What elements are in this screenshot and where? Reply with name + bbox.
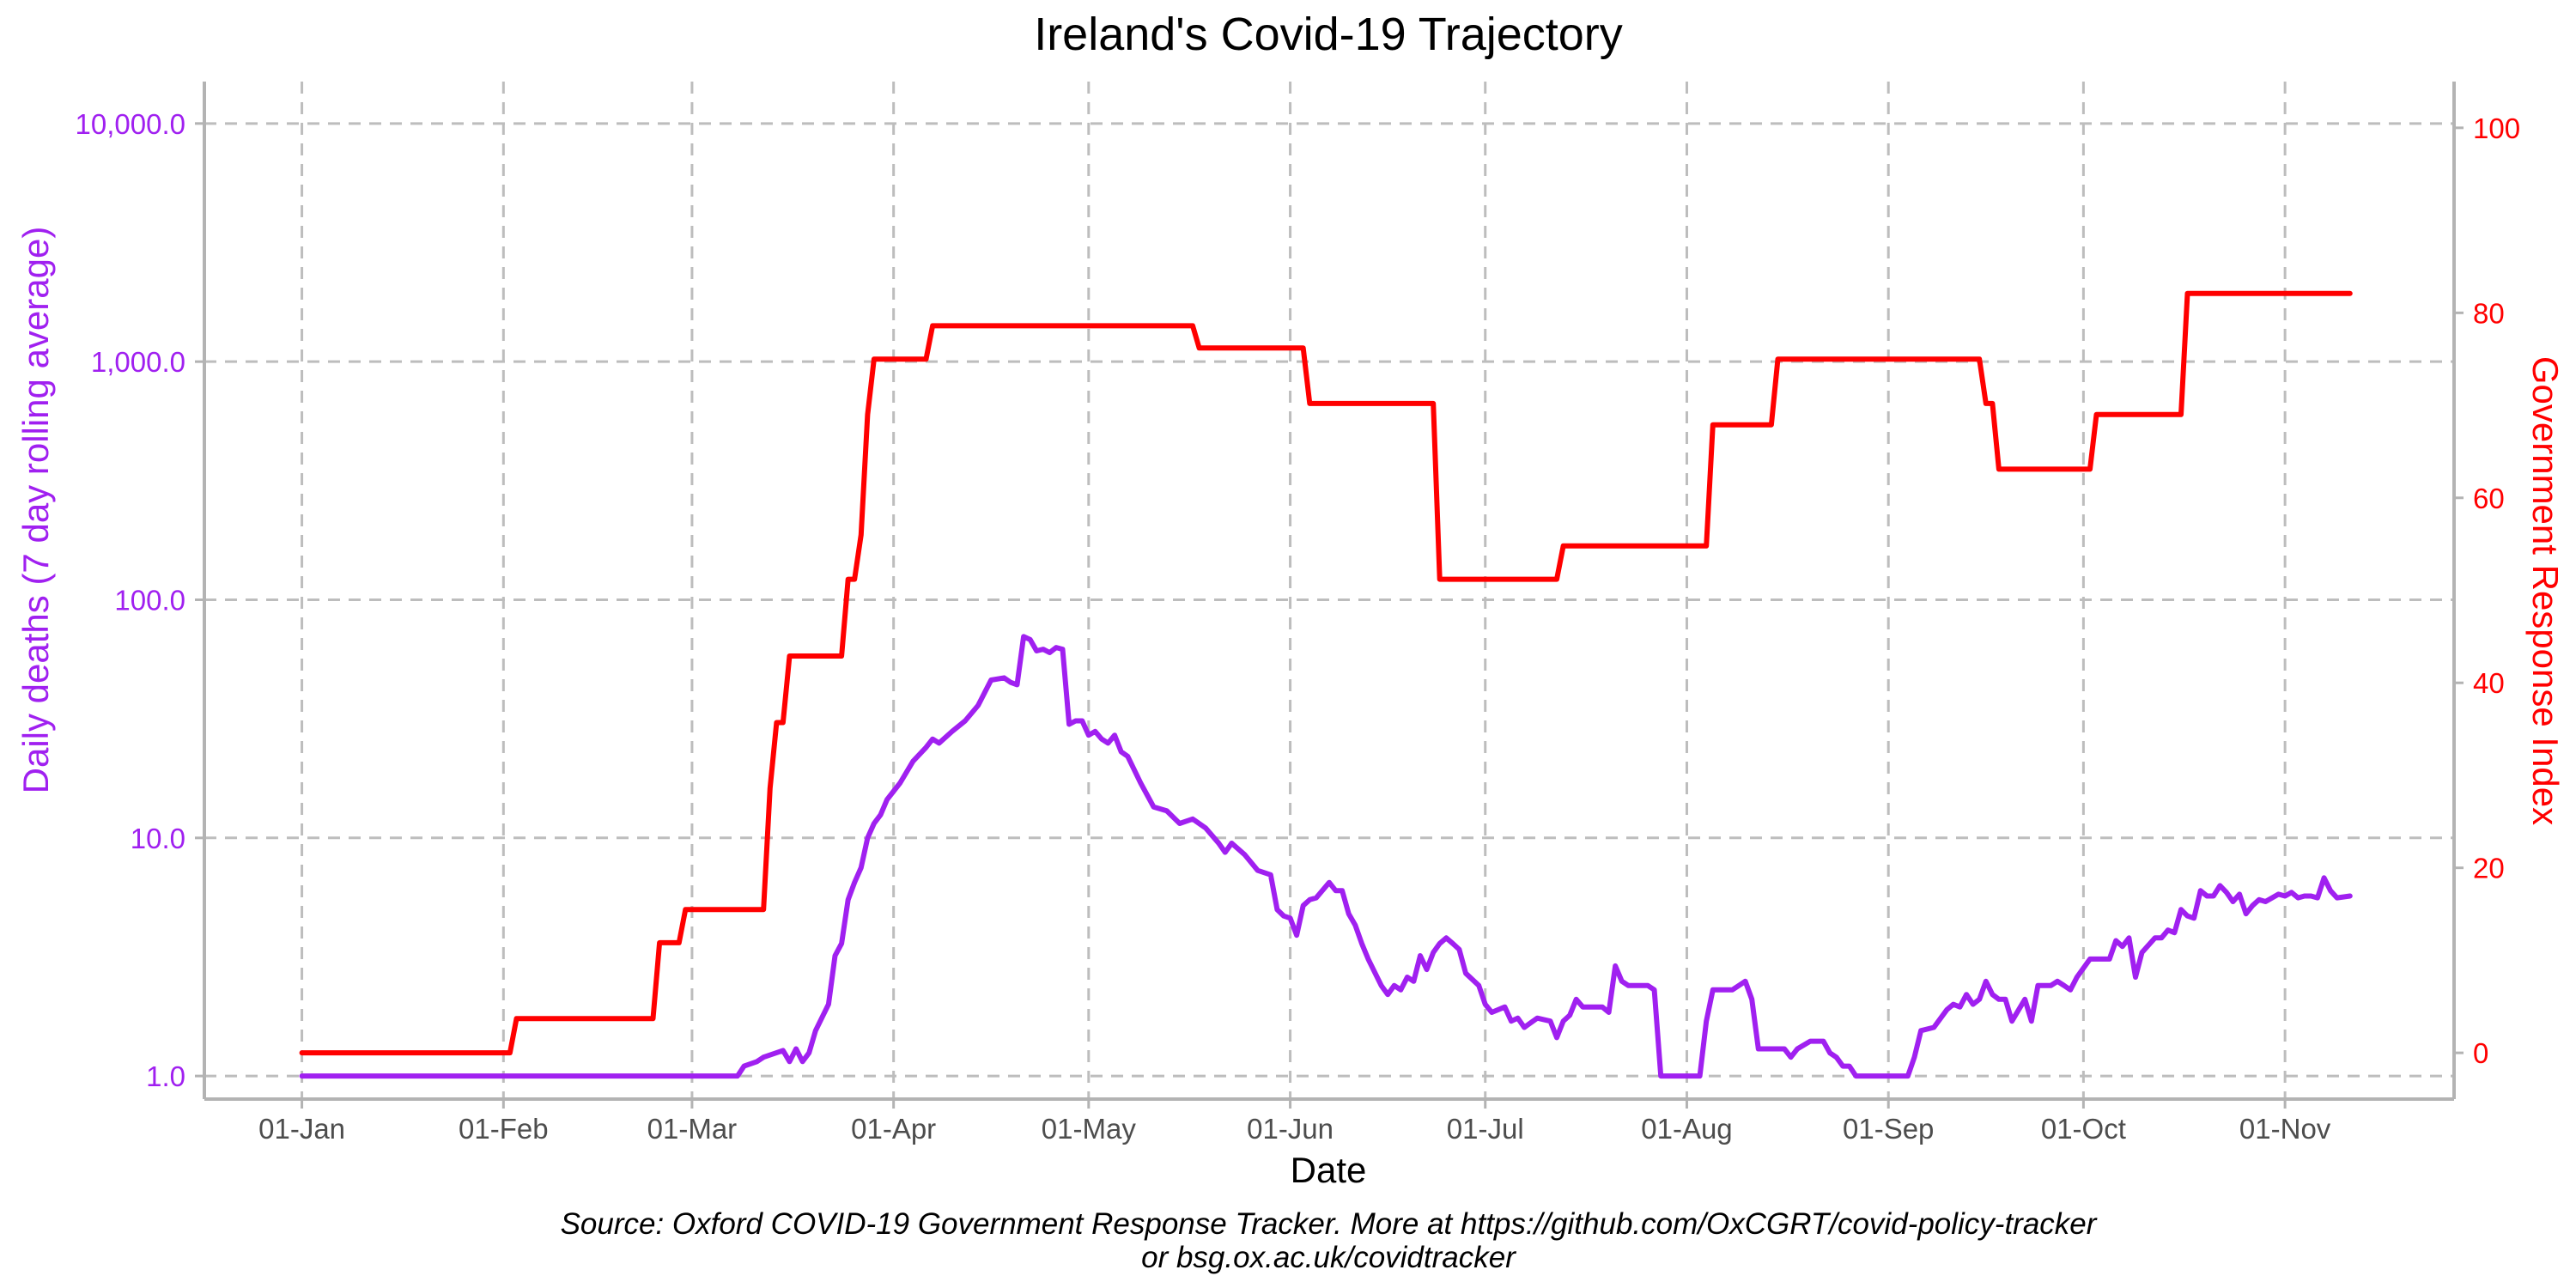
x-axis-ticks: 01-Jan 01-Feb 01-Mar 01-Apr 01-May 01-Jun 01-J… (258, 1099, 2331, 1145)
left-axis-ticks: 1.0 10.0 100.0 1,000.0 10,000.0 (76, 108, 204, 1092)
x-tick-label: 01-Aug (1641, 1113, 1732, 1145)
right-tick-label: 80 (2473, 297, 2505, 329)
left-tick-label: 10.0 (131, 823, 185, 854)
x-tick-label: 01-Jul (1447, 1113, 1524, 1145)
source-caption-line-2: or bsg.ox.ac.uk/covidtracker (1141, 1241, 1516, 1274)
x-tick-label: 01-Apr (851, 1113, 936, 1145)
x-tick-label: 01-Feb (459, 1113, 549, 1145)
x-tick-label: 01-Nov (2239, 1113, 2331, 1145)
right-tick-label: 20 (2473, 853, 2505, 884)
right-axis-ticks: 0 20 40 60 80 100 (2454, 112, 2520, 1069)
right-tick-label: 0 (2473, 1037, 2488, 1069)
left-tick-label: 10,000.0 (76, 108, 185, 140)
right-tick-label: 40 (2473, 667, 2505, 699)
x-tick-label: 01-Jun (1247, 1113, 1334, 1145)
right-tick-label: 60 (2473, 483, 2505, 514)
daily-deaths-line (299, 634, 2353, 1079)
x-tick-label: 01-Mar (647, 1113, 738, 1145)
left-tick-label: 100.0 (114, 584, 185, 616)
right-y-axis-label: Government Response Index (2525, 356, 2566, 825)
series-group (299, 290, 2353, 1079)
right-tick-label: 100 (2473, 112, 2520, 144)
y-gridlines (204, 122, 2454, 1078)
x-gridlines (301, 82, 2287, 1099)
left-tick-label: 1.0 (146, 1060, 185, 1092)
source-caption-line-1: Source: Oxford COVID-19 Government Respo… (561, 1207, 2098, 1241)
left-y-axis-label: Daily deaths (7 day rolling average) (15, 227, 56, 794)
chart-title: Ireland's Covid-19 Trajectory (1034, 9, 1623, 60)
x-axis-label: Date (1291, 1150, 1367, 1190)
x-tick-label: 01-May (1042, 1113, 1137, 1145)
government-response-index-line (299, 290, 2353, 1056)
x-tick-label: 01-Sep (1843, 1113, 1934, 1145)
left-tick-label: 1,000.0 (91, 346, 185, 378)
x-tick-label: 01-Oct (2041, 1113, 2126, 1145)
x-tick-label: 01-Jan (258, 1113, 345, 1145)
